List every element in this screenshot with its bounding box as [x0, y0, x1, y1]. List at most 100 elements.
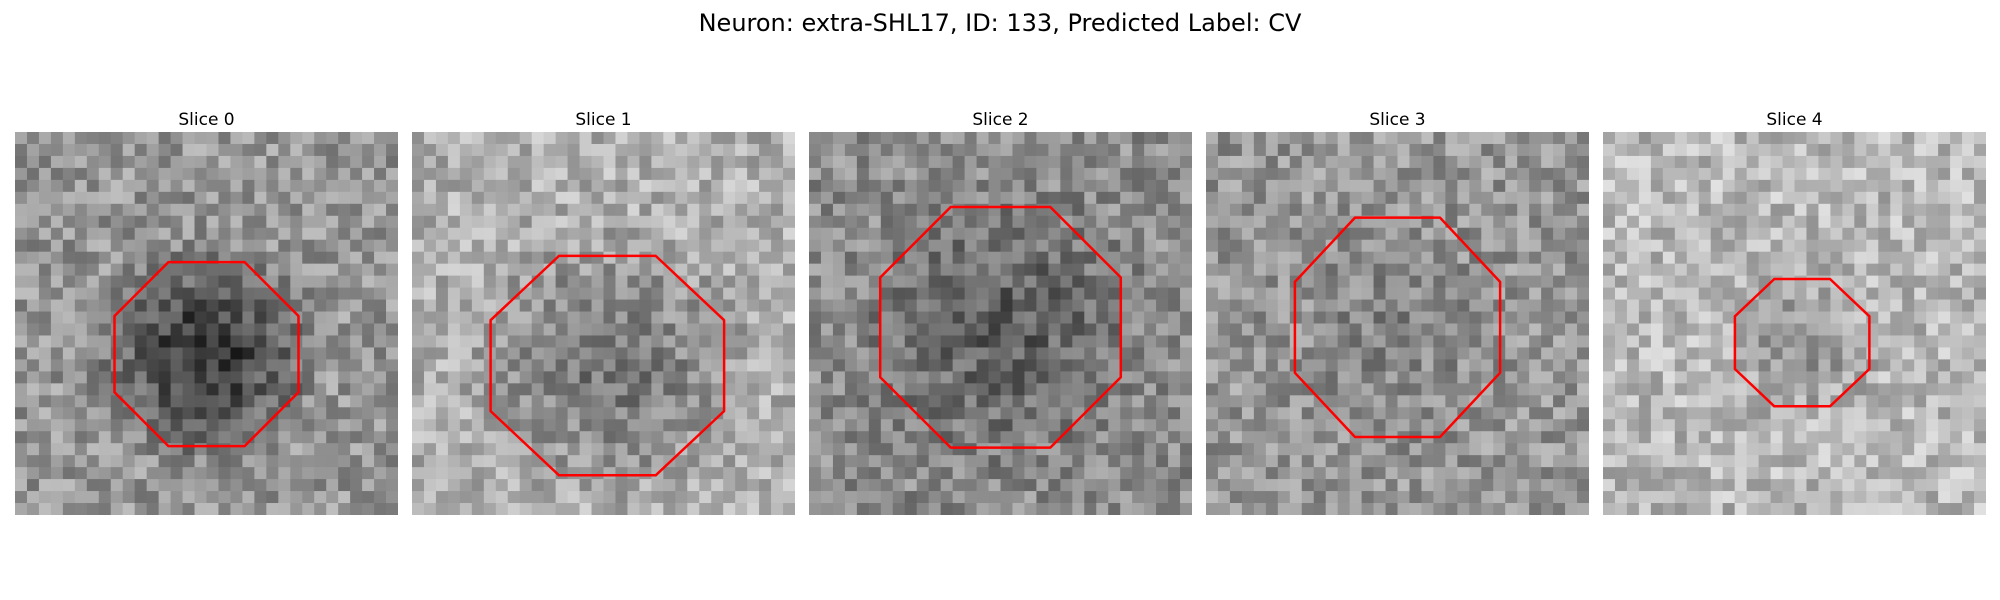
pixel	[448, 192, 460, 204]
pixel	[1878, 288, 1890, 300]
pixel	[1180, 216, 1192, 228]
pixel	[1457, 455, 1469, 467]
pixel	[1242, 479, 1254, 491]
pixel	[941, 324, 953, 336]
pixel	[1457, 192, 1469, 204]
pixel	[1421, 204, 1433, 216]
pixel	[1084, 443, 1096, 455]
pixel	[87, 156, 99, 168]
pixel	[159, 335, 171, 347]
pixel	[39, 347, 51, 359]
pixel	[1036, 455, 1048, 467]
pixel	[51, 288, 63, 300]
pixel	[1735, 240, 1747, 252]
pixel	[302, 431, 314, 443]
pixel	[1445, 156, 1457, 168]
pixel	[207, 312, 219, 324]
pixel	[1651, 228, 1663, 240]
pixel	[893, 383, 905, 395]
pixel	[580, 252, 592, 264]
pixel	[1278, 132, 1290, 144]
pixel	[87, 228, 99, 240]
pixel	[869, 443, 881, 455]
pixel	[711, 156, 723, 168]
pixel	[1254, 144, 1266, 156]
pixel	[1675, 347, 1687, 359]
pixel	[1362, 419, 1374, 431]
pixel	[953, 144, 965, 156]
pixel	[195, 419, 207, 431]
pixel	[759, 144, 771, 156]
pixel	[1505, 144, 1517, 156]
pixel	[568, 347, 580, 359]
pixel	[278, 371, 290, 383]
pixel	[278, 359, 290, 371]
pixel	[302, 192, 314, 204]
pixel	[699, 180, 711, 192]
pixel	[1060, 156, 1072, 168]
pixel	[1675, 192, 1687, 204]
pixel	[1445, 347, 1457, 359]
pixel	[362, 395, 374, 407]
pixel	[1962, 276, 1974, 288]
pixel	[1926, 419, 1938, 431]
pixel	[424, 431, 436, 443]
pixel	[207, 503, 219, 515]
pixel	[15, 300, 27, 312]
pixel	[1386, 312, 1398, 324]
pixel	[111, 264, 123, 276]
pixel	[532, 407, 544, 419]
pixel	[917, 192, 929, 204]
pixel	[615, 132, 627, 144]
pixel	[1001, 180, 1013, 192]
pixel	[15, 419, 27, 431]
pixel	[63, 312, 75, 324]
pixel	[1493, 407, 1505, 419]
pixel	[592, 204, 604, 216]
pixel	[254, 204, 266, 216]
pixel	[687, 168, 699, 180]
pixel	[1206, 240, 1218, 252]
pixel	[544, 168, 556, 180]
pixel	[783, 144, 795, 156]
pixel	[87, 467, 99, 479]
pixel	[1783, 300, 1795, 312]
pixel	[266, 335, 278, 347]
pixel	[195, 455, 207, 467]
pixel	[1675, 216, 1687, 228]
pixel	[362, 252, 374, 264]
pixel	[592, 443, 604, 455]
pixel	[520, 144, 532, 156]
pixel	[1144, 300, 1156, 312]
pixel	[1421, 407, 1433, 419]
pixel	[917, 407, 929, 419]
pixel	[1866, 156, 1878, 168]
pixel	[809, 192, 821, 204]
pixel	[663, 491, 675, 503]
pixel	[1687, 156, 1699, 168]
pixel	[39, 264, 51, 276]
pixel	[242, 288, 254, 300]
pixel	[1854, 407, 1866, 419]
pixel	[508, 240, 520, 252]
pixel	[833, 216, 845, 228]
pixel	[1290, 132, 1302, 144]
pixel	[1926, 276, 1938, 288]
pixel	[1108, 431, 1120, 443]
pixel	[1914, 288, 1926, 300]
pixel	[386, 168, 398, 180]
pixel	[1529, 324, 1541, 336]
pixel	[1120, 216, 1132, 228]
pixel	[290, 240, 302, 252]
pixel	[1735, 288, 1747, 300]
pixel	[1639, 407, 1651, 419]
pixel	[338, 252, 350, 264]
pixel	[1783, 431, 1795, 443]
pixel	[1096, 443, 1108, 455]
pixel	[1001, 276, 1013, 288]
pixel	[27, 347, 39, 359]
pixel	[627, 228, 639, 240]
pixel	[1854, 240, 1866, 252]
pixel	[568, 276, 580, 288]
pixel	[627, 383, 639, 395]
